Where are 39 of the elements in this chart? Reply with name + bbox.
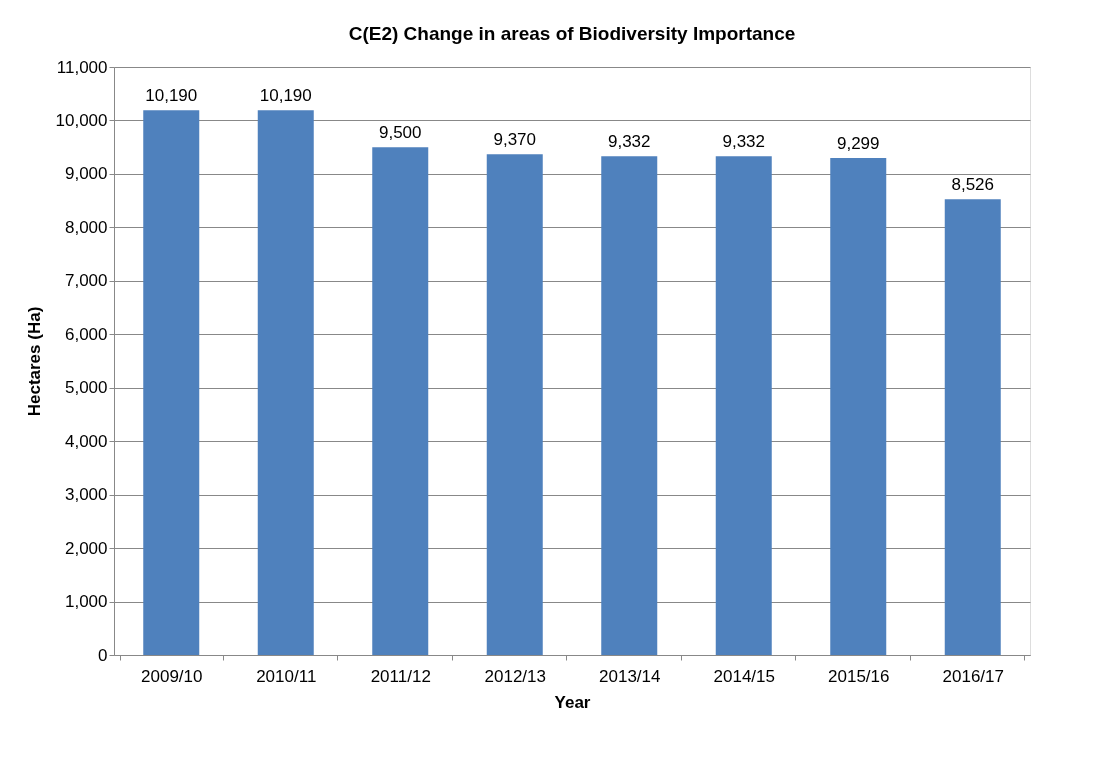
data-label: 9,332	[607, 132, 651, 152]
data-label: 8,526	[951, 175, 995, 195]
y-tick-label: 4,000	[64, 431, 108, 451]
y-tick-label: 9,000	[64, 164, 108, 184]
chart-title: C(E2) Change in areas of Biodiversity Importance	[348, 23, 796, 44]
data-label: 9,299	[836, 133, 880, 153]
y-tick-label: 11,000	[56, 57, 108, 77]
x-tick-label: 2011/12	[370, 666, 431, 686]
bar	[944, 199, 1001, 655]
bar	[715, 156, 772, 655]
x-tick-label: 2009/10	[141, 666, 203, 686]
x-axis-title: Year	[554, 692, 591, 712]
data-label: 9,370	[493, 130, 537, 150]
bar	[372, 147, 429, 655]
bar	[143, 110, 200, 655]
bar	[486, 154, 543, 655]
data-label: 10,190	[259, 86, 312, 106]
y-axis-title: Hectares (Ha)	[24, 306, 44, 417]
data-label: 9,332	[722, 132, 766, 152]
y-tick-label: 8,000	[64, 217, 108, 237]
y-tick-label: 7,000	[64, 271, 108, 291]
x-tick-label: 2013/14	[599, 666, 661, 686]
y-tick-label: 6,000	[64, 324, 108, 344]
y-tick-label: 3,000	[64, 485, 108, 505]
x-tick-label: 2016/17	[942, 666, 1004, 686]
data-label: 9,500	[378, 123, 422, 143]
y-tick-label: 10,000	[55, 110, 108, 130]
y-tick-label: 5,000	[64, 378, 108, 398]
x-tick-label: 2014/15	[713, 666, 775, 686]
y-tick-label: 1,000	[64, 592, 108, 612]
y-tick-label: 0	[98, 645, 108, 665]
data-label: 10,190	[145, 86, 198, 106]
bar	[257, 110, 314, 655]
x-tick-label: 2010/11	[256, 666, 317, 686]
bar	[830, 157, 887, 655]
x-tick-label: 2015/16	[828, 666, 890, 686]
bar	[601, 156, 658, 655]
x-tick-label: 2012/13	[484, 666, 546, 686]
y-tick-label: 2,000	[64, 538, 108, 558]
